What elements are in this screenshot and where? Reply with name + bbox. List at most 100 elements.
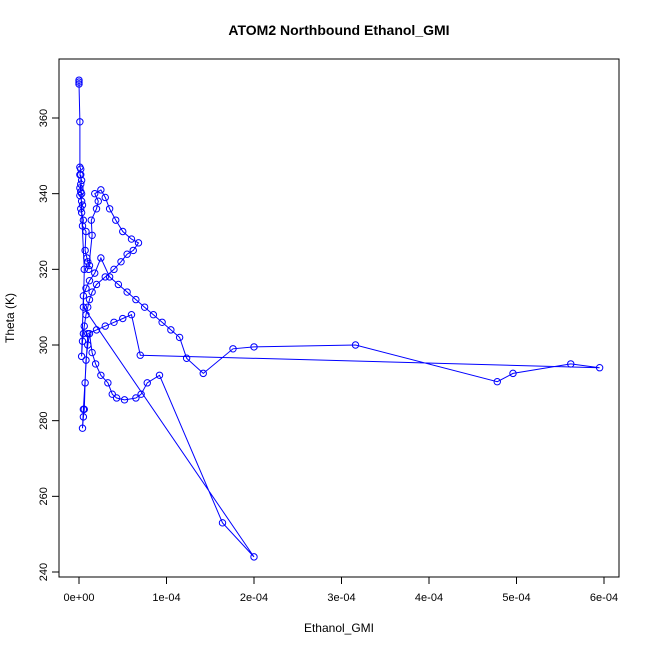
data-point <box>80 265 88 274</box>
data-point <box>77 171 85 179</box>
data-point <box>509 369 517 378</box>
data-point <box>77 189 86 198</box>
data-point <box>567 360 575 368</box>
data-point <box>77 352 86 361</box>
data-point <box>493 377 501 386</box>
data-point <box>78 222 87 230</box>
data-point <box>83 254 91 262</box>
data-point <box>117 258 125 266</box>
data-point <box>136 351 144 359</box>
data-point <box>91 360 100 368</box>
data-point <box>175 333 184 342</box>
data-point <box>120 396 129 404</box>
y-tick-label: 280 <box>38 411 50 429</box>
data-point <box>112 394 121 402</box>
data-point <box>77 180 85 188</box>
data-point <box>250 553 258 561</box>
data-point <box>78 337 87 345</box>
data-point <box>77 165 85 173</box>
data-point <box>143 379 151 387</box>
data-point <box>97 371 105 379</box>
data-point <box>182 354 191 362</box>
data-point <box>137 390 145 398</box>
data-point <box>199 369 207 378</box>
data-point <box>119 227 127 236</box>
data-point <box>81 379 89 387</box>
x-tick-label: 6e-04 <box>590 592 618 604</box>
data-point <box>105 205 114 213</box>
data-point <box>595 364 604 372</box>
data-point <box>94 197 102 205</box>
data-point <box>155 371 164 379</box>
data-point <box>88 231 96 239</box>
data-point <box>85 276 94 285</box>
data-point <box>84 258 92 266</box>
data-point <box>82 227 90 236</box>
y-tick-label: 300 <box>38 336 50 354</box>
data-point <box>85 329 94 338</box>
data-point <box>78 424 87 432</box>
data-point <box>105 273 114 281</box>
x-axis: 0e+00 1e-04 2e-04 3e-04 4e-04 5e-04 6e-04 <box>64 576 618 604</box>
data-point <box>101 193 109 202</box>
data-point <box>114 280 123 289</box>
data-point <box>123 250 131 258</box>
data-point <box>81 246 89 255</box>
x-tick-label: 2e-04 <box>240 592 268 604</box>
data-point <box>149 311 158 319</box>
data-point <box>79 292 88 300</box>
data-point <box>84 341 92 349</box>
y-axis: 240 260 280 300 320 340 360 <box>38 109 60 581</box>
series-line <box>78 80 600 558</box>
data-point <box>84 265 93 274</box>
y-axis-label: Theta (K) <box>3 293 17 343</box>
data-point <box>250 343 258 351</box>
data-point <box>79 303 88 311</box>
data-point <box>88 288 96 296</box>
x-tick-label: 0e+00 <box>64 592 95 604</box>
data-point <box>123 288 131 296</box>
data-point <box>84 303 92 311</box>
data-point <box>75 78 83 86</box>
data-point <box>119 314 127 323</box>
x-axis-label: Ethanol_GMI <box>304 621 374 635</box>
data-point <box>129 246 137 255</box>
data-point <box>80 322 88 330</box>
data-point <box>104 379 112 387</box>
data-point <box>79 216 88 224</box>
y-tick-label: 320 <box>38 260 50 278</box>
data-point <box>218 519 227 527</box>
data-point <box>79 413 88 421</box>
data-point <box>75 80 83 88</box>
y-tick-label: 360 <box>38 109 50 127</box>
x-tick-label: 1e-04 <box>152 592 180 604</box>
data-point <box>108 390 116 398</box>
data-point <box>112 216 120 224</box>
data-point <box>97 254 105 262</box>
data-point <box>75 76 83 84</box>
data-point <box>167 326 175 334</box>
x-tick-label: 5e-04 <box>502 592 530 604</box>
data-point <box>101 273 109 281</box>
data-point <box>76 118 84 126</box>
data-point <box>77 176 86 185</box>
y-tick-label: 260 <box>38 487 50 505</box>
data-point <box>82 311 90 319</box>
data-point <box>110 318 118 326</box>
data-point <box>85 295 94 304</box>
data-point <box>82 356 90 364</box>
data-point <box>351 341 360 349</box>
data-point <box>80 405 88 414</box>
plot-frame <box>58 58 620 578</box>
data-point <box>92 280 101 289</box>
data-point <box>110 265 118 274</box>
y-tick-label: 340 <box>38 184 50 202</box>
data-point <box>77 205 85 213</box>
data-point <box>77 197 86 205</box>
data-point <box>82 284 90 292</box>
data-point <box>158 318 166 326</box>
data-point <box>77 208 86 217</box>
data-point <box>92 326 101 334</box>
data-point <box>134 239 143 247</box>
